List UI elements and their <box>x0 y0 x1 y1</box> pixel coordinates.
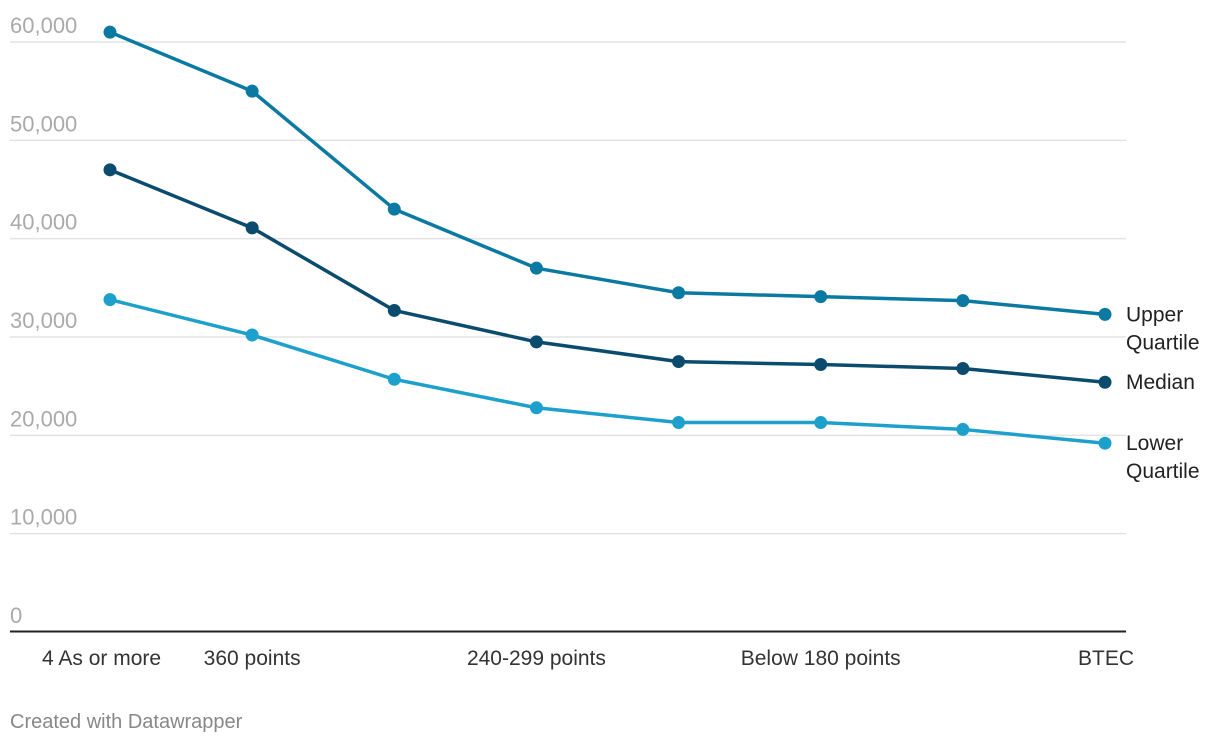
data-point-lower <box>103 293 117 307</box>
y-tick-label: 40,000 <box>10 210 77 235</box>
data-point-upper <box>387 202 401 216</box>
data-point-median <box>387 303 401 317</box>
data-point-upper <box>1098 307 1112 321</box>
data-point-median <box>672 355 686 369</box>
series-label-upper: Upper Quartile <box>1126 303 1200 354</box>
data-point-lower <box>245 328 259 342</box>
series-median <box>103 163 1112 389</box>
series-upper <box>103 25 1112 321</box>
y-axis-tick-labels: 0 10,000 20,000 30,000 40,000 50,000 60,000 <box>10 13 77 628</box>
y-tick-label: 60,000 <box>10 13 77 38</box>
data-point-median <box>1098 375 1112 389</box>
line-chart: 0 10,000 20,000 30,000 40,000 50,000 60,000 4 … <box>10 13 1200 670</box>
data-point-lower <box>387 372 401 386</box>
y-tick-label: 10,000 <box>10 505 77 530</box>
data-point-lower <box>672 416 686 430</box>
y-tick-label: 20,000 <box>10 406 77 431</box>
gridlines <box>10 41 1126 535</box>
data-point-upper <box>672 286 686 300</box>
series-line-upper <box>108 30 1107 317</box>
series-lower <box>103 293 1112 450</box>
series-lines <box>103 25 1112 450</box>
x-tick-label: Below 180 points <box>741 647 901 670</box>
data-point-median <box>814 358 828 372</box>
data-point-upper <box>103 25 117 39</box>
series-line-median <box>108 168 1107 384</box>
series-label-lower: Lower Quartile <box>1126 432 1200 483</box>
x-tick-label: BTEC <box>1078 647 1134 670</box>
series-labels: Upper Quartile Median Lower Quartile <box>1126 303 1200 483</box>
data-point-upper <box>529 261 543 275</box>
data-point-upper <box>956 294 970 308</box>
y-tick-label: 30,000 <box>10 308 77 333</box>
data-point-lower <box>814 416 828 430</box>
data-point-lower <box>1098 436 1112 450</box>
series-line-lower <box>108 297 1107 445</box>
data-point-upper <box>245 84 259 98</box>
data-point-median <box>956 361 970 375</box>
x-axis-tick-labels: 4 As or more 360 points 240-299 points Belo… <box>42 647 1134 670</box>
datawrapper-credit: Created with Datawrapper <box>10 711 243 733</box>
data-point-median <box>529 335 543 349</box>
x-tick-label: 4 As or more <box>42 647 161 670</box>
data-point-lower <box>956 422 970 436</box>
x-tick-label: 360 points <box>204 647 301 670</box>
y-tick-label: 50,000 <box>10 111 77 136</box>
y-tick-label: 0 <box>10 603 22 628</box>
data-point-median <box>103 163 117 177</box>
data-point-median <box>245 221 259 235</box>
x-tick-label: 240-299 points <box>467 647 606 670</box>
data-point-upper <box>814 290 828 304</box>
series-label-median: Median <box>1126 371 1195 394</box>
data-point-lower <box>529 401 543 415</box>
